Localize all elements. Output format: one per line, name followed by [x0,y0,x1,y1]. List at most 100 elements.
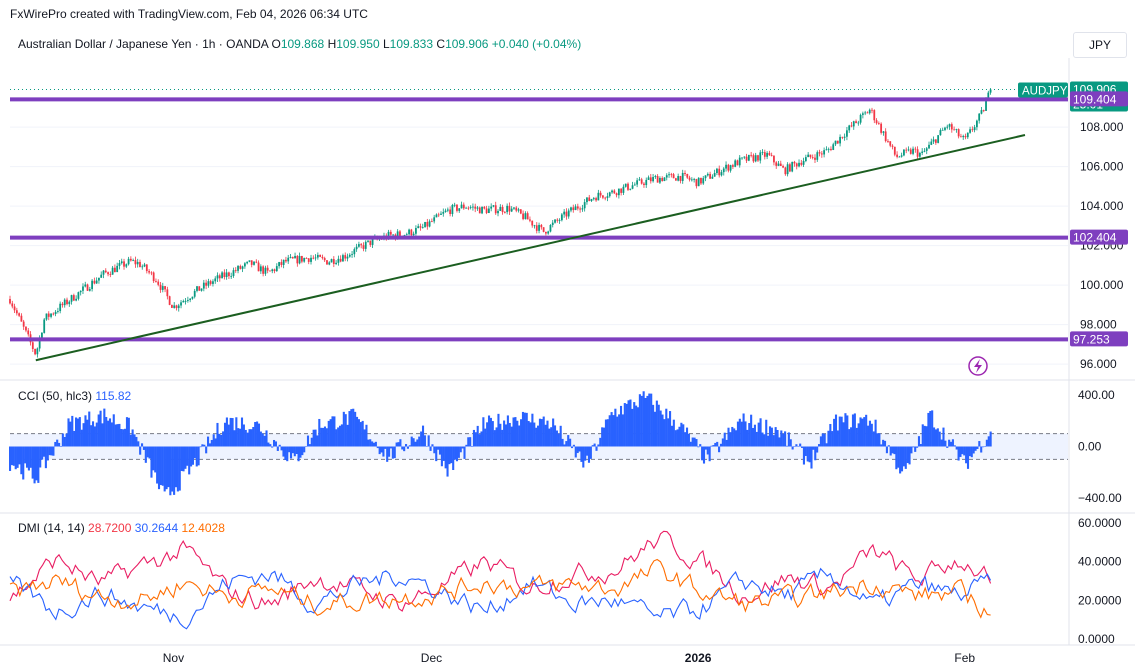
dmi-name[interactable]: DMI (14, 14) [18,521,85,535]
candle-body [921,151,924,153]
cci-bar [63,436,66,447]
candle-body [451,205,454,215]
cci-bar [565,441,568,447]
cci-bar [154,446,157,473]
close-label: C [436,37,446,51]
cci-bar [487,415,491,447]
cci-bar [855,427,858,447]
candle-body [472,206,474,208]
cci-bar [271,446,274,448]
candle-body [50,313,52,317]
candle-body [738,157,741,166]
cci-bar [203,444,206,447]
candle-body [545,231,547,234]
cci-bar [861,418,864,447]
candle-body [889,141,892,146]
alert-icon[interactable] [968,356,988,376]
uptrend-line[interactable] [35,134,1026,362]
cci-bar [444,446,447,469]
cci-bar [597,444,600,447]
candle-body [887,141,889,142]
cci-bar [184,446,187,469]
cci-bar [883,440,887,447]
cci-bar [412,438,415,447]
cci-bar [874,419,877,447]
candle-body [763,152,766,157]
cci-bar [929,411,932,447]
cci-bar [165,446,168,490]
currency-selector[interactable]: JPY [1073,32,1127,58]
cci-bar [653,411,657,447]
candle-body [595,198,597,201]
candle-body [462,204,465,209]
cci-bar [482,417,485,447]
candle-body [681,172,684,181]
candle-body [558,220,561,221]
symbol-name[interactable]: Australian Dollar / Japanese Yen · 1h · … [18,37,269,51]
price-series [9,87,992,358]
cci-bar [80,429,83,447]
cci-bar [191,446,195,465]
cci-bar [925,426,928,447]
candle-body [342,255,344,262]
candle-body [47,313,50,317]
candle-body [141,266,144,268]
candle-body [834,140,837,145]
cci-bar [489,417,492,447]
cci-bar [868,420,871,447]
cci-bar [173,446,176,495]
cci-bar [459,446,462,453]
cci-bar [906,446,909,464]
cci-bar [908,446,911,465]
cci-bar [65,433,68,447]
cci-bar [133,434,136,447]
candle-body [186,300,189,301]
candle-body [212,281,214,284]
candle-body [358,244,360,247]
cci-bar [361,420,364,447]
cci-bar [704,446,707,450]
candle-body [387,231,390,239]
candle-body [287,257,290,262]
cci-bar [982,446,985,448]
cci-bar [853,413,856,447]
cci-bar [542,416,545,447]
cci-bar [961,446,964,455]
candle-body [766,152,769,157]
candle-body [474,206,477,209]
candle-body [321,256,324,259]
cci-bar [684,432,687,447]
cci-bar [127,417,130,447]
candle-body [898,156,901,158]
cci-name[interactable]: CCI (50, hlc3) [18,389,93,403]
cci-bar [965,446,968,464]
cci-bar [331,416,334,447]
cci-bar [538,418,541,447]
cci-bar [478,434,481,447]
candle-body [597,192,600,201]
alert-icon-bolt [974,359,982,373]
candle-body [629,188,632,190]
candle-body [918,152,921,157]
candle-body [909,149,912,154]
candle-body [399,231,401,236]
cci-bar [442,446,445,461]
candle-body [198,286,201,291]
candle-body [150,272,153,274]
cci-bar [768,426,772,447]
dmi-tick-label: 40.0000 [1078,555,1122,569]
cci-bar [544,424,547,447]
cci-bar [842,422,845,447]
cci-bar [484,428,487,447]
candle-body [323,258,326,261]
cci-bar [535,427,538,447]
candle-body [218,275,221,279]
cci-bar [784,431,787,447]
cci-bar [736,421,739,447]
cci-bar [93,426,96,447]
cci-bar [814,446,817,461]
candle-body [980,110,983,114]
cci-bar [574,446,577,458]
cci-bar [107,420,110,447]
